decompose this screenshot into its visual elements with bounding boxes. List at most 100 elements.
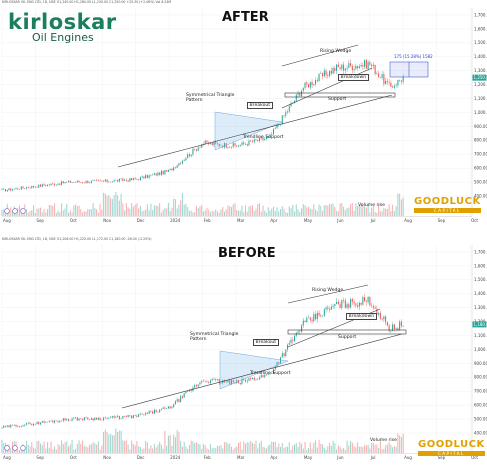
candle-body [308, 317, 310, 318]
x-tick-label: Apr [270, 218, 277, 223]
volume-bar [129, 449, 131, 453]
volume-bar [106, 431, 108, 453]
y-tick-label: 1,600.00 [474, 263, 487, 268]
candle-body [230, 380, 232, 385]
volume-bar [208, 449, 210, 453]
candle-body [302, 320, 304, 326]
candle-body [372, 64, 374, 66]
volume-bar [323, 205, 325, 216]
y-tick-label: 800.00 [474, 138, 487, 143]
volume-bar [54, 203, 56, 216]
volume-bar [169, 434, 171, 453]
candle-body [353, 69, 355, 71]
volume-bar [323, 447, 325, 453]
candle-body [241, 378, 243, 384]
candle-body [218, 379, 220, 384]
volume-bar [246, 211, 248, 216]
candle-body [106, 417, 108, 419]
candle-body [89, 419, 91, 420]
volume-bar [222, 207, 224, 216]
volume-bar [269, 210, 271, 216]
breakdown-label: Breakdown [346, 313, 377, 320]
support-label: Support [338, 335, 357, 340]
candle-body [152, 174, 154, 176]
candle-body [171, 407, 173, 409]
candle-body [216, 379, 218, 380]
x-tick-label: 2024 [170, 218, 181, 223]
volume-bar [255, 208, 257, 216]
volume-bar [276, 447, 278, 453]
volume-bar [395, 446, 397, 453]
volume-bar [230, 207, 232, 216]
candle-body [178, 163, 180, 166]
candle-body [157, 172, 159, 176]
candle-body [330, 70, 332, 74]
candle-body [18, 189, 21, 190]
volume-bar [365, 207, 367, 216]
candle-body [54, 183, 56, 186]
volume-bar [183, 204, 185, 216]
candle-body [334, 68, 336, 71]
event-marker-icon [12, 208, 18, 214]
volume-bar [232, 449, 234, 453]
candle-body [308, 84, 310, 88]
candle-body [332, 305, 334, 307]
volume-bar [320, 443, 322, 453]
candle-body [311, 81, 313, 86]
candle-body [153, 410, 155, 414]
candle-body [395, 328, 397, 330]
volume-bar [76, 206, 78, 216]
volume-bar [357, 205, 359, 216]
volume-bar [390, 444, 392, 453]
candle-body [267, 374, 269, 375]
volume-bar [253, 210, 255, 216]
volume-bar [337, 211, 339, 216]
candle-body [169, 406, 171, 409]
y-tick-label: 1,300.00 [474, 305, 487, 310]
volume-bar [64, 208, 66, 216]
candle-body [162, 170, 164, 175]
volume-bar [327, 205, 329, 216]
volume-bar [208, 209, 210, 216]
volume-bar [73, 205, 75, 216]
candle-body [8, 425, 10, 428]
candle-body [322, 73, 324, 77]
candle-body [18, 426, 21, 428]
candle-body [143, 176, 145, 179]
volume-bar [10, 207, 12, 216]
volume-bar [292, 445, 294, 453]
volume-bar [378, 448, 380, 453]
candle-body [358, 302, 360, 307]
volume-bar [64, 442, 66, 453]
volume-bar [378, 204, 380, 216]
candle-body [55, 184, 57, 186]
y-tick-label: 1,500.00 [474, 40, 487, 45]
volume-bar [393, 211, 395, 216]
volume-bar [94, 443, 96, 453]
candle-body [48, 184, 50, 186]
candle-body [301, 325, 303, 332]
candle-body [230, 146, 232, 148]
volume-bar [113, 435, 115, 453]
candle-body [399, 321, 401, 330]
candle-body [322, 315, 324, 317]
x-tick-label: Dec [137, 218, 145, 223]
candle-body [155, 173, 157, 176]
candle-body [92, 180, 94, 182]
candle-body [239, 144, 241, 147]
candle-body [43, 184, 45, 186]
volume-bar [69, 210, 71, 216]
volume-bar [202, 211, 204, 216]
y-tick-label: 1,100.00 [474, 96, 487, 101]
volume-bar [376, 212, 378, 216]
candle-body [110, 417, 112, 419]
candle-body [164, 170, 166, 175]
triangle-pattern-shape [219, 350, 289, 390]
candle-body [43, 421, 45, 423]
volume-bar [339, 446, 341, 453]
volume-bar [222, 448, 224, 453]
volume-bar [318, 440, 320, 453]
candle-body [131, 415, 133, 419]
volume-bar [220, 445, 222, 453]
volume-bar [136, 203, 138, 216]
